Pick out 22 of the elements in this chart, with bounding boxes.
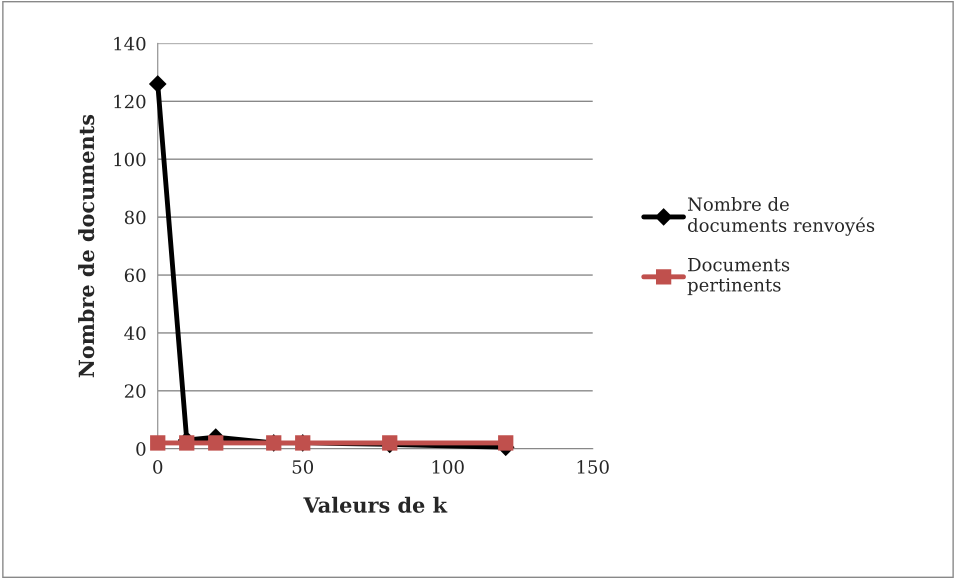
x-axis-title: Valeurs de k [303,496,448,513]
x-tick-label: 0 [153,460,162,474]
y-tick-label: 140 [114,36,146,51]
point [149,75,166,93]
x-tick-label: 100 [432,460,464,474]
y-tick-label: 80 [124,210,146,224]
point [498,435,514,451]
y-tick-label: 100 [114,152,146,166]
point [382,435,398,451]
y-tick-label: 60 [124,268,146,282]
x-tick-label: 50 [292,460,314,474]
y-tick-label: 120 [114,94,146,108]
x-tick-label: 150 [578,460,609,474]
y-tick-label: 20 [124,384,146,398]
point [208,435,224,451]
legend-label: Documents pertinents [688,258,790,296]
y-axis-title: Nombre de documents [78,114,94,378]
y-tick-label: 40 [124,326,146,340]
point [179,435,194,451]
point [150,435,166,451]
legend-label: Nombre de documents renvoyés [688,196,874,236]
y-tick-label: 0 [136,442,146,456]
